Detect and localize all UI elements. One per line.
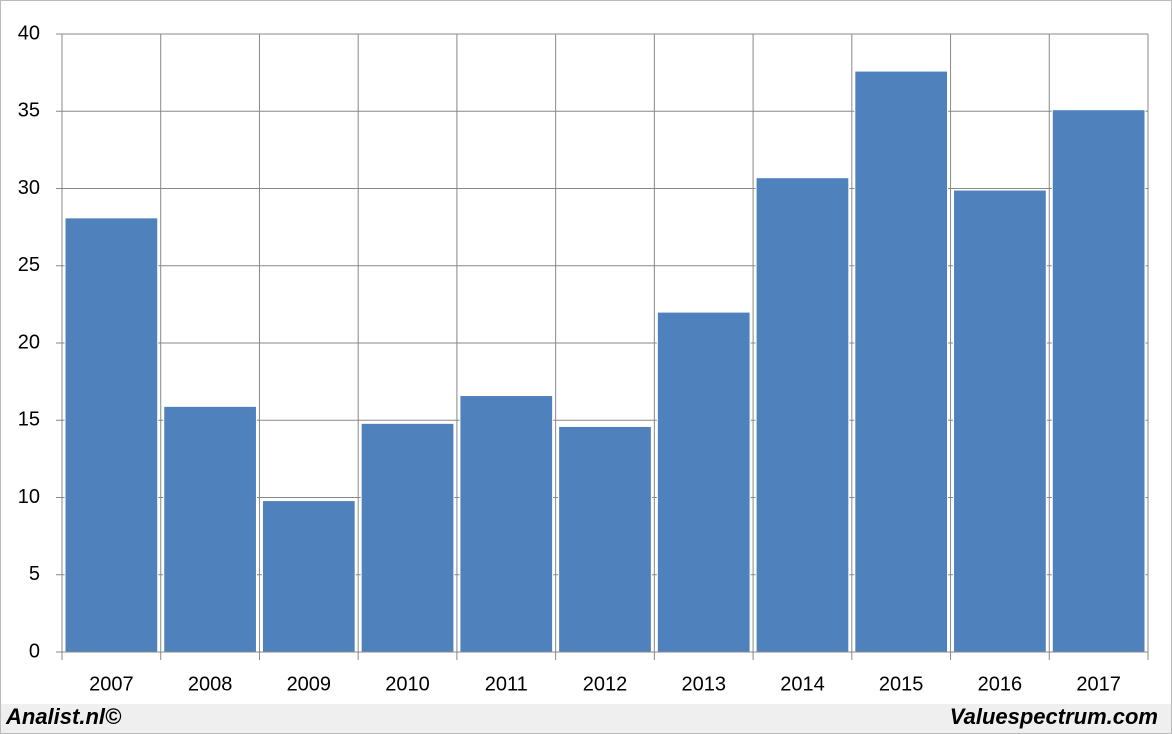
footer-right: Valuespectrum.com	[950, 704, 1158, 729]
bar	[1051, 109, 1146, 653]
bar	[360, 422, 455, 653]
x-tick-label: 2009	[287, 673, 332, 695]
bar	[261, 500, 356, 653]
bar	[459, 395, 554, 653]
bar	[163, 405, 257, 653]
bar	[755, 177, 850, 653]
y-tick-label: 30	[18, 177, 40, 199]
bar	[558, 425, 652, 653]
footer-left: Analist.nl©	[5, 704, 122, 729]
x-tick-label: 2013	[681, 673, 726, 695]
y-tick-label: 25	[18, 254, 40, 276]
bar	[656, 311, 751, 653]
x-tick-label: 2014	[780, 673, 825, 695]
x-tick-label: 2016	[978, 673, 1023, 695]
x-tick-label: 2017	[1076, 673, 1121, 695]
x-tick-label: 2010	[385, 673, 430, 695]
y-tick-label: 10	[18, 486, 40, 508]
bar	[953, 189, 1047, 653]
x-tick-label: 2015	[879, 673, 924, 695]
x-tick-label: 2008	[188, 673, 233, 695]
y-tick-label: 5	[29, 563, 40, 585]
bar	[64, 217, 159, 653]
bar	[854, 70, 949, 653]
y-tick-label: 15	[18, 409, 40, 431]
x-tick-label: 2012	[583, 673, 628, 695]
x-tick-label: 2011	[485, 673, 528, 695]
y-tick-label: 0	[29, 640, 40, 662]
y-tick-label: 40	[18, 22, 40, 44]
footer-band	[1, 704, 1171, 733]
y-tick-label: 20	[18, 331, 40, 353]
x-tick-label: 2007	[89, 673, 134, 695]
y-tick-label: 35	[18, 100, 40, 122]
